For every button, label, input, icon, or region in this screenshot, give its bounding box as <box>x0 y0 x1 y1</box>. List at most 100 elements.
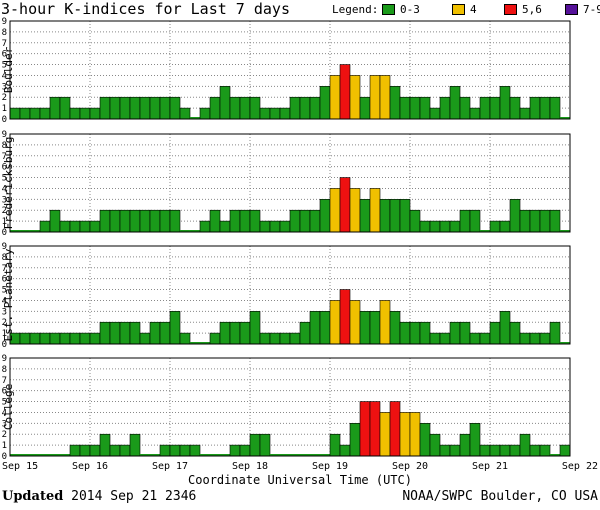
k-index-bar <box>399 96 411 120</box>
k-index-bar <box>129 433 141 457</box>
k-index-bar <box>309 311 321 345</box>
k-index-bar <box>19 332 31 345</box>
k-index-bar <box>200 342 210 344</box>
k-index-bar <box>359 96 371 120</box>
k-index-bar <box>79 107 91 120</box>
k-index-bar <box>219 86 231 120</box>
panel-border <box>9 357 571 457</box>
k-index-bar <box>79 220 91 233</box>
k-index-bar <box>439 444 451 457</box>
y-tick-label: 7 <box>2 264 7 274</box>
y-tick-label: 0 <box>2 115 7 125</box>
k-index-bar <box>259 220 271 233</box>
k-index-bar <box>539 332 551 345</box>
k-index-bar <box>299 209 311 233</box>
k-index-bar <box>69 332 81 345</box>
k-index-bar <box>379 412 391 457</box>
k-index-bar <box>159 444 171 457</box>
legend-label-0-3: 0-3 <box>400 3 420 16</box>
k-index-bar <box>49 332 61 345</box>
legend-label-7-9: 7-9 <box>583 3 600 16</box>
k-index-bar <box>150 454 160 456</box>
k-index-bar <box>10 230 20 232</box>
y-tick-label: 1 <box>2 441 7 451</box>
k-index-bar <box>210 454 220 456</box>
k-index-bar <box>549 209 561 233</box>
k-index-bar <box>229 209 241 233</box>
k-index-bar <box>99 96 111 120</box>
k-index-bar <box>489 220 501 233</box>
k-index-bar <box>129 209 141 233</box>
k-index-bar <box>559 444 571 457</box>
k-index-bar <box>40 454 50 456</box>
k-index-bar <box>419 96 431 120</box>
k-index-bar <box>519 433 531 457</box>
k-index-bar <box>249 433 261 457</box>
k-index-bar <box>99 209 111 233</box>
k-index-bar <box>459 96 471 120</box>
k-index-bar <box>369 401 381 457</box>
y-tick-label: 3 <box>2 307 7 317</box>
legend-swatch-purple <box>565 4 578 15</box>
k-index-bar <box>249 311 261 345</box>
k-index-bar <box>349 423 361 457</box>
k-index-bar <box>69 220 81 233</box>
k-index-bar <box>379 199 391 233</box>
updated-label: Updated <box>2 489 64 504</box>
k-index-bar <box>560 230 570 232</box>
x-tick-label: Sep 16 <box>72 461 108 472</box>
y-tick-label: 5 <box>2 174 7 184</box>
k-index-bar <box>369 75 381 120</box>
k-index-bar <box>389 401 401 457</box>
legend-swatch-green <box>382 4 395 15</box>
k-index-bar <box>149 209 161 233</box>
k-index-bar <box>99 433 111 457</box>
k-index-bar <box>39 220 51 233</box>
k-index-bar <box>549 96 561 120</box>
legend-label-4: 4 <box>470 3 477 16</box>
k-index-bar <box>149 321 161 345</box>
k-index-bar <box>539 96 551 120</box>
k-index-bar <box>20 454 30 456</box>
k-index-bar <box>349 188 361 233</box>
k-index-bar <box>429 220 441 233</box>
y-tick-label: 2 <box>2 93 7 103</box>
k-index-bar <box>349 300 361 345</box>
k-index-bar <box>290 454 300 456</box>
y-tick-label: 8 <box>2 365 7 375</box>
k-index-bar <box>489 96 501 120</box>
k-index-bar <box>309 96 321 120</box>
k-index-bar <box>320 454 330 456</box>
k-index-bar <box>109 444 121 457</box>
x-axis-title: Coordinate Universal Time (UTC) <box>188 473 412 487</box>
y-tick-label: 0 <box>2 340 7 350</box>
k-index-bar <box>339 64 351 120</box>
k-index-bar <box>229 321 241 345</box>
k-index-bar <box>339 177 351 233</box>
k-index-bar <box>499 444 511 457</box>
k-index-bar <box>310 454 320 456</box>
k-index-bar <box>59 96 71 120</box>
panel-frame <box>9 357 571 457</box>
k-index-bar <box>449 321 461 345</box>
k-index-bar <box>139 332 151 345</box>
k-index-bar <box>239 321 251 345</box>
y-tick-label: 5 <box>2 286 7 296</box>
k-index-bar <box>459 433 471 457</box>
y-tick-label: 9 <box>2 354 7 364</box>
k-index-bar <box>119 444 131 457</box>
y-tick-label: 4 <box>2 296 7 306</box>
k-index-bar <box>499 86 511 120</box>
credit-text: NOAA/SWPC Boulder, CO USA <box>402 489 598 504</box>
k-index-bar <box>79 332 91 345</box>
k-index-bar <box>239 444 251 457</box>
k-index-bar <box>369 188 381 233</box>
y-tick-label: 9 <box>2 17 7 27</box>
k-index-bar <box>219 321 231 345</box>
k-index-bar <box>129 321 141 345</box>
legend-title: Legend: <box>332 3 379 16</box>
k-index-bar <box>140 454 150 456</box>
k-index-bar <box>199 220 211 233</box>
chart-title: 3-hour K-indices for Last 7 days <box>1 0 290 18</box>
k-index-bar <box>189 444 201 457</box>
